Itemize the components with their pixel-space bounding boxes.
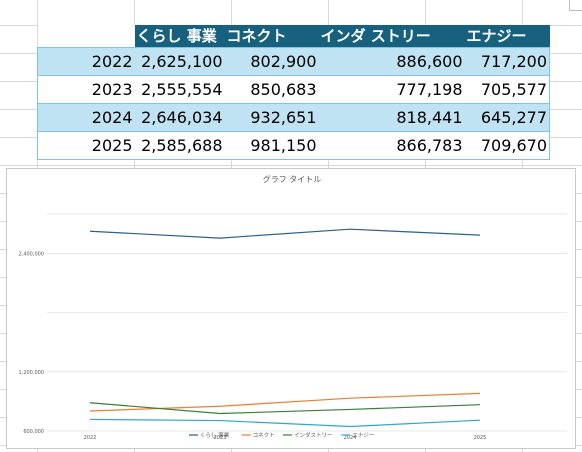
- y-tick-label: 1,200,000: [19, 370, 44, 376]
- series-line: [89, 392, 481, 412]
- table-cell[interactable]: 645,277: [464, 102, 550, 132]
- table-cell[interactable]: 2,585,688: [134, 130, 225, 160]
- x-tick-label: 2024: [344, 435, 357, 441]
- chart-svg: グラフ タイトル 600,000 1,200,000 2,400,000 2022 2…: [19, 174, 567, 441]
- table-cell[interactable]: 866,783: [318, 130, 465, 160]
- table-cell[interactable]: 2024: [37, 102, 135, 132]
- series-line: [89, 228, 481, 239]
- series-line: [89, 418, 481, 428]
- table-cell[interactable]: 932,651: [224, 102, 319, 132]
- x-tick-label: 2025: [474, 435, 487, 441]
- table-cell[interactable]: 2022: [37, 46, 135, 76]
- table-row: 2023 2,555,554 850,683 777,198 705,577: [37, 74, 550, 104]
- y-tick-label: 600,000: [23, 429, 44, 435]
- legend-item: エナジー: [352, 432, 374, 439]
- legend-item: インダストリー: [294, 431, 333, 439]
- table-row: 2022 2,625,100 802,900 886,600 717,200: [37, 46, 550, 76]
- table-cell[interactable]: 850,683: [224, 74, 319, 104]
- table-cell[interactable]: 981,150: [224, 130, 319, 160]
- data-table[interactable]: くらし 事業 コネクト インダ ストリー エナジー 2022 2,625,100…: [37, 25, 550, 160]
- table-row: 2025 2,585,688 981,150 866,783 709,670: [37, 130, 550, 160]
- table-cell[interactable]: 2025: [37, 130, 135, 160]
- header-cell-industry[interactable]: インダ ストリー: [318, 25, 465, 47]
- y-tick-label: 2,400,000: [19, 251, 44, 257]
- x-tick-label: 2022: [84, 435, 97, 441]
- table-cell[interactable]: 709,670: [464, 130, 550, 160]
- line-chart[interactable]: グラフ タイトル 600,000 1,200,000 2,400,000 2022 2…: [6, 168, 576, 449]
- legend-item: くらし 事業: [200, 431, 230, 439]
- sheet-corner: [569, 0, 582, 11]
- table-cell[interactable]: 717,200: [464, 46, 550, 76]
- table-cell[interactable]: 2,555,554: [134, 74, 225, 104]
- table-header-row: くらし 事業 コネクト インダ ストリー エナジー: [37, 25, 550, 47]
- table-cell[interactable]: 777,198: [318, 74, 465, 104]
- x-tick-label: 2023: [214, 435, 227, 441]
- table-cell[interactable]: 886,600: [318, 46, 465, 76]
- header-cell-energy[interactable]: エナジー: [464, 25, 550, 47]
- header-cell-blank[interactable]: [37, 25, 135, 47]
- table-cell[interactable]: 2,646,034: [134, 102, 225, 132]
- chart-title[interactable]: グラフ タイトル: [263, 174, 322, 184]
- header-cell-connect[interactable]: コネクト: [224, 25, 319, 47]
- header-cell-kurashi[interactable]: くらし 事業: [134, 25, 225, 47]
- table-cell[interactable]: 818,441: [318, 102, 465, 132]
- table-cell[interactable]: 2023: [37, 74, 135, 104]
- table-cell[interactable]: 705,577: [464, 74, 550, 104]
- table-cell[interactable]: 802,900: [224, 46, 319, 76]
- table-cell[interactable]: 2,625,100: [134, 46, 225, 76]
- table-row: 2024 2,646,034 932,651 818,441 645,277: [37, 102, 550, 132]
- legend-item: コネクト: [253, 432, 275, 439]
- series-line: [89, 402, 481, 415]
